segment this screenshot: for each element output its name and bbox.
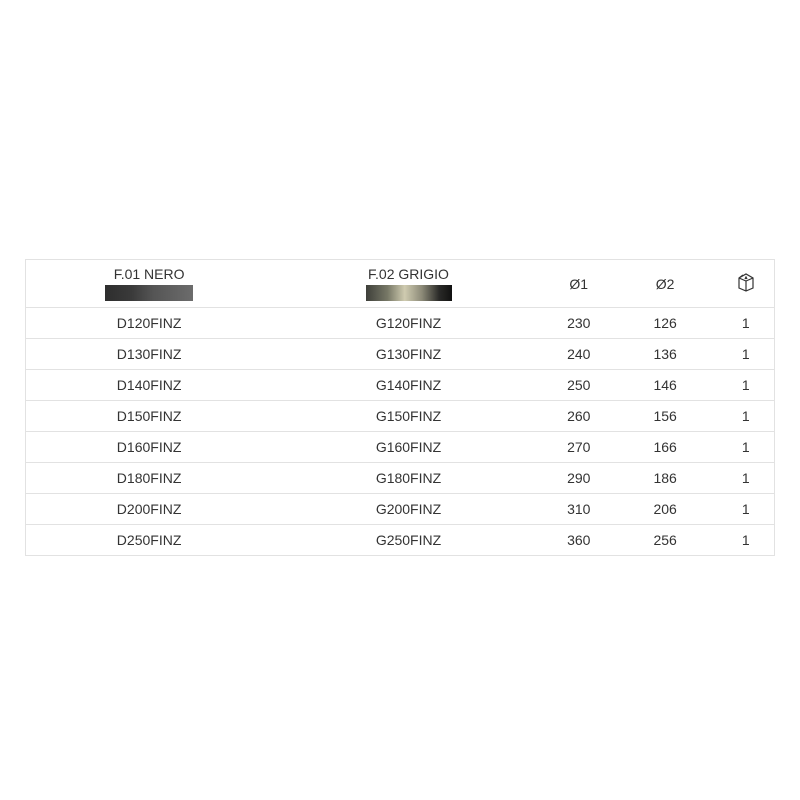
code-nero: D150FINZ [25, 400, 273, 432]
diameter-2: 136 [612, 338, 718, 370]
code-nero: D140FINZ [25, 369, 273, 401]
code-nero: D180FINZ [25, 462, 273, 494]
code-grigio: G250FINZ [272, 524, 545, 556]
code-nero: D250FINZ [25, 524, 273, 556]
diameter-2: 126 [612, 307, 718, 339]
diameter-1: 290 [544, 462, 613, 494]
code-grigio: G150FINZ [272, 400, 545, 432]
quantity: 1 [717, 524, 775, 556]
quantity: 1 [717, 369, 775, 401]
diameter-2: 206 [612, 493, 718, 525]
code-grigio: G200FINZ [272, 493, 545, 525]
product-table: F.01 NERO F.02 GRIGIO Ø1 Ø2 D120FINZ G120… [25, 259, 775, 556]
diameter-1: 230 [544, 307, 613, 339]
diameter-2: 156 [612, 400, 718, 432]
quantity: 1 [717, 431, 775, 463]
diameter-1: 310 [544, 493, 613, 525]
table-row: D180FINZ G180FINZ 290 186 1 [25, 462, 775, 494]
code-grigio: G180FINZ [272, 462, 545, 494]
header-row: F.01 NERO F.02 GRIGIO Ø1 Ø2 [25, 259, 775, 308]
header-nero-label: F.01 NERO [113, 266, 185, 282]
code-grigio: G120FINZ [272, 307, 545, 339]
diameter-1: 260 [544, 400, 613, 432]
quantity: 1 [717, 338, 775, 370]
table-row: D120FINZ G120FINZ 230 126 1 [25, 307, 775, 339]
code-nero: D160FINZ [25, 431, 273, 463]
code-nero: D130FINZ [25, 338, 273, 370]
header-d2: Ø2 [612, 259, 718, 308]
diameter-2: 166 [612, 431, 718, 463]
diameter-2: 186 [612, 462, 718, 494]
diameter-1: 360 [544, 524, 613, 556]
nero-swatch [105, 285, 194, 301]
quantity: 1 [717, 462, 775, 494]
table-row: D150FINZ G150FINZ 260 156 1 [25, 400, 775, 432]
header-grigio-label: F.02 GRIGIO [368, 266, 449, 282]
table-row: D160FINZ G160FINZ 270 166 1 [25, 431, 775, 463]
quantity: 1 [717, 493, 775, 525]
quantity: 1 [717, 307, 775, 339]
diameter-2: 256 [612, 524, 718, 556]
code-nero: D120FINZ [25, 307, 273, 339]
code-grigio: G140FINZ [272, 369, 545, 401]
code-grigio: G160FINZ [272, 431, 545, 463]
diameter-1: 240 [544, 338, 613, 370]
grigio-swatch [365, 285, 452, 301]
header-grigio: F.02 GRIGIO [272, 259, 545, 308]
diameter-1: 250 [544, 369, 613, 401]
diameter-2: 146 [612, 369, 718, 401]
header-box [717, 259, 775, 308]
header-d1: Ø1 [544, 259, 613, 308]
table-row: D250FINZ G250FINZ 360 256 1 [25, 524, 775, 556]
table-row: D130FINZ G130FINZ 240 136 1 [25, 338, 775, 370]
quantity: 1 [717, 400, 775, 432]
header-nero: F.01 NERO [25, 259, 273, 308]
diameter-1: 270 [544, 431, 613, 463]
code-nero: D200FINZ [25, 493, 273, 525]
table-row: D200FINZ G200FINZ 310 206 1 [25, 493, 775, 525]
code-grigio: G130FINZ [272, 338, 545, 370]
box-icon [738, 273, 754, 292]
table-row: D140FINZ G140FINZ 250 146 1 [25, 369, 775, 401]
